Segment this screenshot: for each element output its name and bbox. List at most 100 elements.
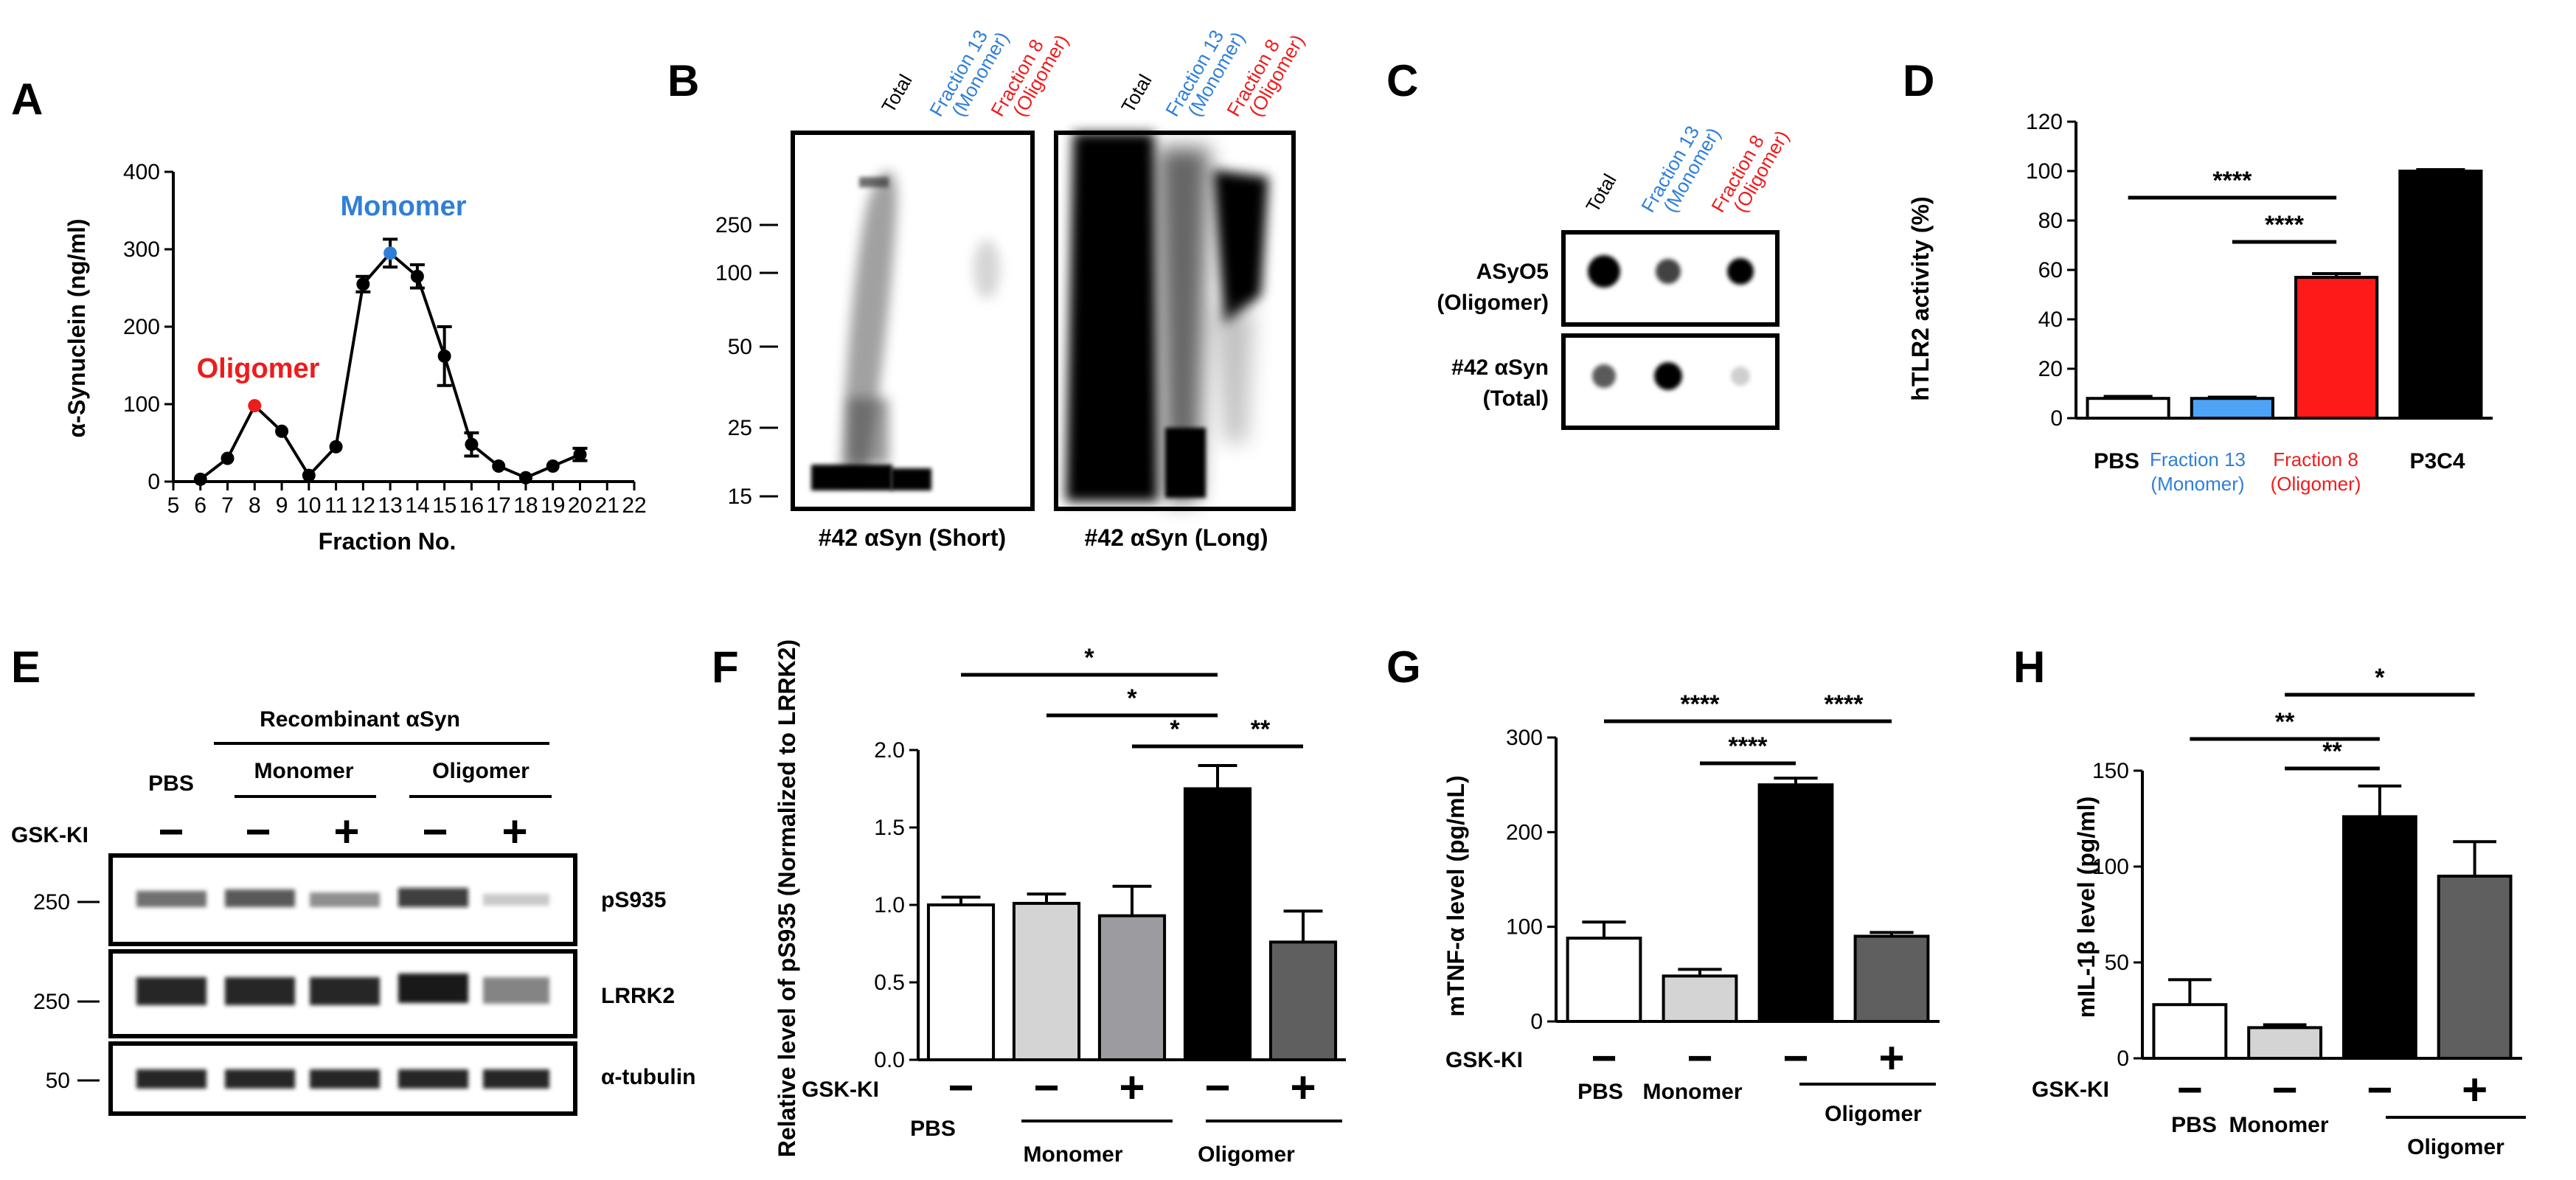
chart-g-sig-label: **** [1825,690,1864,718]
blot-caption-long: #42 αSyn (Long) [1084,524,1268,551]
chart-a-xtick-label: 8 [249,493,261,518]
chart-a-xtick-label: 10 [296,493,321,518]
chart-g-monomer: Monomer [1643,1080,1743,1104]
chart-f-sig-label: * [1127,684,1137,712]
chart-g-bar [1662,974,1738,1024]
category-fraction8: Fraction 8 [2273,448,2358,471]
blot-e-row-tubulin: α-tubulin [601,1065,695,1089]
chart-f-ytick-label: 1.5 [874,816,905,840]
blot-e-header: Recombinant αSyn [260,707,460,732]
chart-h-gsk-sign: − [2272,1065,2298,1114]
chart-f-sig-label: * [1170,715,1180,743]
chart-f-bar [1268,940,1338,1062]
chart-g-ytick-label: 0 [1530,1010,1543,1034]
chart-a-xlabel: Fraction No. [319,528,456,555]
chart-a-xtick-label: 5 [167,493,180,518]
chart-a-point [193,472,207,486]
mw-250: 250 [715,213,752,237]
chart-a-xtick-label: 16 [459,493,484,518]
chart-g-pbs: PBS [1577,1080,1623,1104]
chart-a-xtick-label: 9 [276,493,288,518]
chart-g-sig-label: **** [1729,732,1768,760]
chart-a-xtick-label: 7 [221,493,234,518]
chart-a-fractionation: α-Synuclein (ng/ml) Fraction No. Oligome… [63,160,647,555]
blot-e-mw-3: 50 [46,1069,70,1093]
blot-e-gsk: GSK-KI [11,823,88,847]
chart-a-point [383,246,397,260]
chart-a-point [221,451,235,465]
chart-g-gsk-sign: + [1878,1033,1904,1083]
chart-a-xtick-label: 6 [194,493,206,518]
lane-label-total: Total [877,70,916,117]
chart-d-ytick-label: 60 [2038,258,2063,282]
chart-d-htlr2: hTLR2 activity (%) PBS Fraction 13 (Mono… [1907,110,2493,495]
panel-label-f: F [712,642,739,692]
chart-f-ps935: Relative level of pS935 (Normalized to L… [774,639,1346,1167]
blot-e-oligomer: Oligomer [432,759,530,783]
chart-a-point [410,269,424,283]
dot-row-asyo5: ASyO5 [1476,260,1549,284]
chart-f-ytick-label: 0.0 [874,1048,905,1072]
category-fraction13-sub: (Monomer) [2150,473,2244,495]
chart-f-ytick-label: 2.0 [874,738,905,763]
chart-f-ytick-label: 1.0 [874,893,905,917]
chart-g-bar [1853,934,1930,1023]
blot-e-row-ps935: pS935 [601,888,666,912]
blot-short-exposure [791,131,1035,511]
chart-h-monomer: Monomer [2229,1113,2329,1137]
chart-a-point [465,437,479,451]
panel-label-e: E [11,642,41,692]
chart-d-ytick-label: 20 [2038,357,2063,381]
chart-f-gsk: GSK-KI [802,1077,879,1102]
chart-a-ytick-label: 200 [123,315,160,339]
chart-d-ytick-label: 40 [2038,308,2063,332]
chart-f-bar [1183,787,1252,1061]
chart-h-il1b: mIL-1β level (pg/ml) GSK-KI PBS Monomer … [2032,664,2526,1159]
chart-f-sig-label: ** [1251,715,1271,743]
blot-long-exposure [1054,131,1296,511]
dot-lane-total: Total [1581,170,1620,216]
chart-d-ylabel: hTLR2 activity (%) [1907,196,1934,400]
chart-f-gsk-sign: + [1290,1063,1316,1112]
chart-a-ytick-label: 400 [123,160,160,184]
chart-f-bar [926,903,996,1061]
annotation-monomer: Monomer [341,191,467,222]
chart-g-tnf: mTNF-α level (pg/mL) GSK-KI PBS Monomer … [1443,690,1940,1126]
chart-g-ytick-label: 300 [1506,726,1543,750]
chart-a-xtick-label: 12 [351,493,375,518]
mw-25: 25 [728,416,752,440]
category-fraction13: Fraction 13 [2150,448,2246,471]
chart-h-ytick-label: 150 [2092,759,2129,783]
chart-g-gsk-sign: − [1687,1033,1712,1083]
chart-g-ytick-label: 100 [1506,915,1543,940]
chart-a-point [248,399,262,413]
mw-50: 50 [728,335,752,359]
panel-label-b: B [667,56,699,105]
chart-a-xtick-label: 22 [622,493,646,518]
chart-h-bar [2341,815,2417,1061]
blot-e-mw-2: 250 [33,990,70,1014]
chart-h-gsk-sign: + [2462,1065,2488,1114]
dot-row-asyo5-sub: (Oligomer) [1437,291,1549,315]
dot-row-42asyn-sub: (Total) [1483,386,1549,411]
chart-f-bar [1097,914,1167,1061]
chart-a-point [275,424,289,438]
chart-a-xtick-label: 20 [568,493,592,518]
panel-label-a: A [11,74,43,124]
chart-a-point [437,349,451,363]
chart-h-gsk: GSK-KI [2032,1077,2109,1102]
chart-g-sig-label: **** [1681,690,1721,718]
chart-f-monomer: Monomer [1024,1142,1123,1167]
chart-a-xtick-label: 11 [324,493,347,518]
chart-d-bar [2190,397,2274,420]
chart-h-sig-label: * [2375,664,2385,692]
blot-caption-short: #42 αSyn (Short) [819,524,1006,551]
chart-d-ytick-label: 80 [2038,209,2063,233]
chart-a-ytick-label: 100 [123,392,160,417]
chart-a-point [518,471,532,485]
chart-a-ytick-label: 0 [147,470,160,494]
mw-15: 15 [728,485,752,509]
chart-h-ytick-label: 0 [2117,1047,2129,1071]
chart-h-bar [2247,1026,2323,1061]
chart-f-pbs: PBS [910,1117,956,1141]
